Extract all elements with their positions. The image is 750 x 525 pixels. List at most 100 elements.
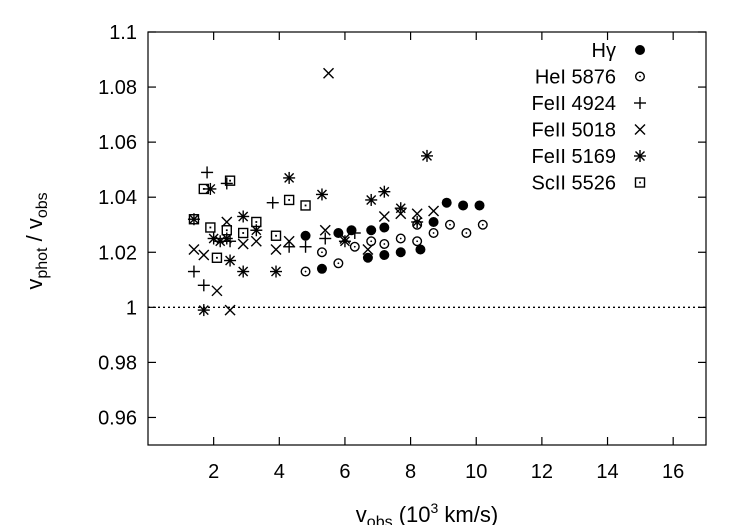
data-point — [394, 202, 407, 215]
data-point — [461, 227, 472, 238]
y-tick-label: 1 — [126, 297, 137, 319]
data-point — [315, 188, 328, 201]
data-point — [270, 230, 282, 241]
data-point — [300, 230, 311, 241]
data-point — [333, 227, 344, 238]
data-point — [211, 285, 223, 297]
data-point — [428, 227, 439, 238]
x-axis-title-sub: obs — [367, 514, 393, 525]
data-point — [415, 244, 426, 255]
legend-marker — [635, 71, 646, 82]
data-point — [411, 215, 424, 228]
legend-marker — [634, 150, 646, 162]
data-point — [395, 247, 406, 258]
legend-label: FeII 5018 — [531, 120, 616, 142]
data-point — [316, 247, 327, 258]
x-tick-label: 2 — [208, 461, 219, 483]
y-tick-label: 1.1 — [109, 22, 137, 44]
data-point — [378, 185, 391, 198]
data-point — [477, 219, 488, 230]
data-point — [300, 266, 311, 277]
data-point — [379, 222, 390, 233]
data-point — [319, 224, 331, 236]
data-point — [379, 239, 390, 250]
y-tick-label: 1.06 — [98, 132, 137, 154]
data-point — [299, 240, 312, 253]
data-point — [444, 219, 455, 230]
data-point — [411, 208, 423, 220]
legend-marker — [634, 97, 646, 109]
series-0 — [300, 197, 485, 274]
data-point — [251, 216, 262, 228]
data-point — [366, 225, 377, 236]
y-tick-label: 1.08 — [98, 77, 137, 99]
data-point — [204, 182, 217, 195]
y-tick-label: 1.04 — [98, 187, 137, 209]
data-point — [205, 222, 216, 233]
data-point — [441, 197, 452, 208]
data-point — [458, 200, 469, 211]
data-point — [270, 265, 283, 278]
y-axis-title-v2: v — [22, 218, 47, 229]
data-point — [474, 200, 485, 211]
y-axis-title-sub2: obs — [34, 192, 51, 218]
data-point — [237, 210, 250, 223]
data-point — [300, 200, 311, 211]
data-point — [365, 193, 378, 206]
data-point — [349, 241, 360, 252]
x-axis-title-rest: (10 — [393, 502, 431, 525]
y-axis-title-sep: / — [22, 229, 47, 247]
data-point — [362, 244, 374, 256]
data-point — [319, 232, 332, 245]
data-point — [428, 205, 440, 217]
data-point — [198, 249, 210, 261]
y-tick-label: 1.02 — [98, 242, 137, 264]
data-point — [221, 225, 232, 236]
series-1 — [300, 219, 488, 277]
series-4 — [187, 149, 433, 317]
data-point — [338, 235, 351, 248]
data-point — [237, 227, 249, 239]
data-point — [270, 244, 282, 256]
data-point — [379, 250, 390, 261]
data-point — [266, 196, 279, 209]
data-point — [283, 235, 295, 247]
series-5 — [188, 175, 311, 263]
legend-label: ScII 5526 — [531, 173, 616, 195]
data-point — [188, 214, 200, 225]
data-point — [197, 279, 210, 292]
data-point — [283, 171, 296, 184]
legend-label: FeII 4924 — [531, 93, 616, 115]
x-tick-label: 16 — [662, 461, 684, 483]
data-point — [198, 183, 210, 195]
data-point — [378, 210, 390, 222]
data-point — [187, 265, 200, 278]
data-point — [197, 304, 210, 317]
axis-ticks-layer: 2 4 6 8 10 12 14 16 0.96 0.98 1 1.02 1.04 1.06 1.08 1.1 — [98, 22, 706, 483]
data-point — [188, 244, 200, 256]
x-axis-title-sup: 3 — [431, 500, 439, 516]
data-point — [366, 236, 377, 247]
data-point — [412, 236, 423, 247]
data-point — [220, 177, 233, 190]
data-point — [283, 194, 295, 206]
x-tick-label: 4 — [274, 461, 285, 483]
data-points-layer — [187, 67, 488, 317]
x-axis-title: vobs (103 km/s) — [356, 500, 498, 525]
y-tick-label: 0.96 — [98, 407, 137, 429]
data-point — [323, 67, 335, 79]
data-point — [421, 149, 433, 162]
data-point — [211, 252, 223, 263]
legend-marker — [634, 124, 646, 135]
x-tick-label: 12 — [531, 461, 553, 483]
legend-label: HeI 5876 — [535, 67, 616, 89]
data-point — [224, 304, 236, 316]
y-axis-title-v1: v — [22, 279, 47, 290]
data-point — [283, 240, 296, 253]
data-point — [237, 265, 250, 278]
legend-label: FeII 5169 — [531, 146, 616, 168]
x-tick-label: 6 — [339, 461, 350, 483]
data-point — [428, 216, 439, 227]
data-point — [224, 175, 236, 186]
